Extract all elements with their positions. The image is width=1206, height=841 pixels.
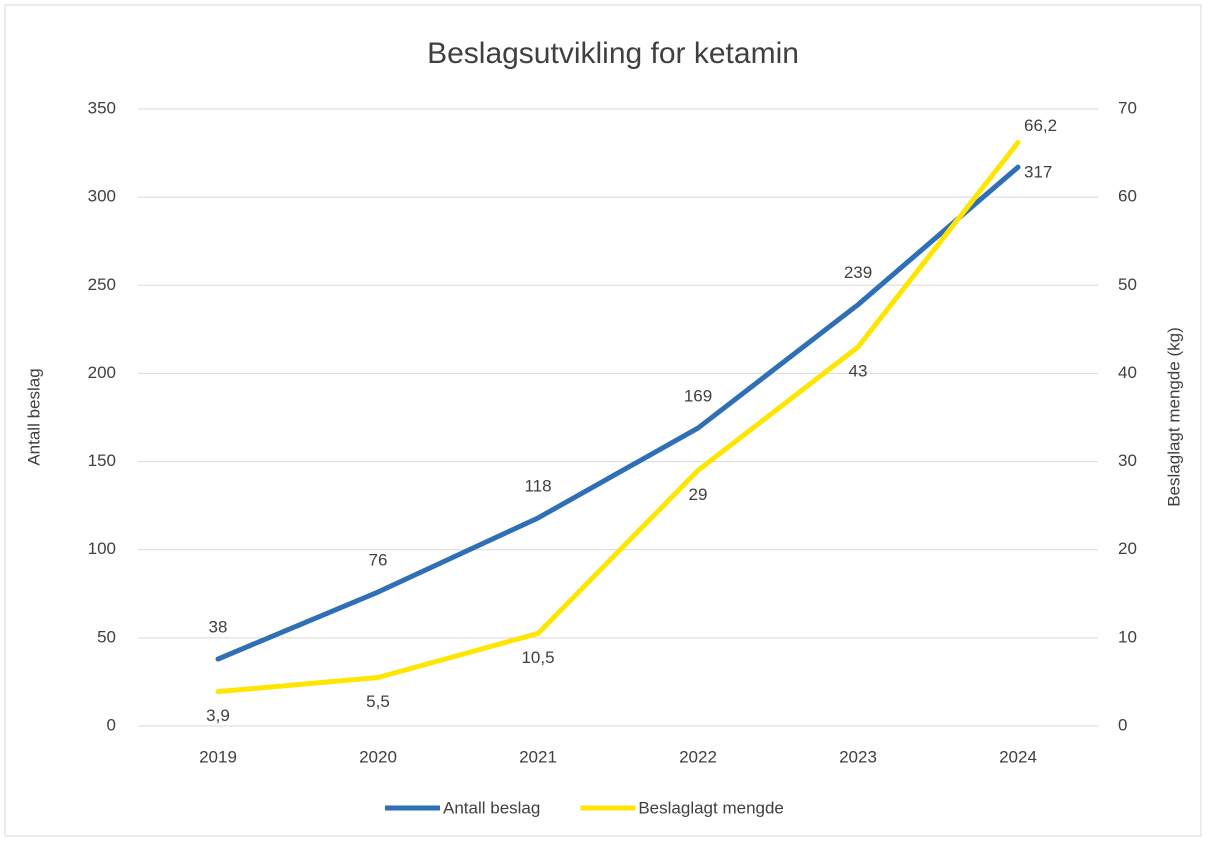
data-label: 43 [849, 361, 868, 380]
y-tick-label: 0 [107, 715, 116, 734]
x-tick-label: 2023 [839, 747, 877, 766]
data-label: 317 [1024, 163, 1052, 182]
y-tick-label: 100 [88, 539, 116, 558]
chart-title: Beslagsutvikling for ketamin [427, 37, 799, 70]
y2-tick-label: 40 [1118, 363, 1137, 382]
y-tick-label: 250 [88, 275, 116, 294]
series-line [215, 139, 1021, 695]
y-tick-label: 50 [97, 627, 116, 646]
y2-tick-label: 60 [1118, 187, 1137, 206]
data-label: 5,5 [366, 692, 390, 711]
y2-tick-label: 50 [1118, 275, 1137, 294]
y-tick-label: 200 [88, 363, 116, 382]
data-label: 3,9 [206, 706, 230, 725]
series-line [215, 164, 1021, 662]
data-label: 38 [209, 617, 228, 636]
y2-axis-title: Beslaglagt mengde (kg) [1164, 327, 1183, 507]
data-label: 76 [369, 551, 388, 570]
x-tick-label: 2021 [519, 747, 557, 766]
data-label: 118 [524, 476, 551, 495]
legend-label: Antall beslag [443, 798, 540, 817]
data-label: 66,2 [1024, 116, 1057, 135]
y-tick-label: 300 [88, 187, 116, 206]
x-tick-label: 2019 [199, 747, 237, 766]
y-tick-label: 150 [88, 451, 116, 470]
x-tick-label: 2022 [679, 747, 717, 766]
y2-tick-label: 70 [1118, 98, 1137, 117]
data-label: 239 [844, 263, 872, 282]
data-label: 29 [689, 485, 708, 504]
y-axis-title: Antall beslag [24, 368, 43, 465]
y2-tick-label: 20 [1118, 539, 1137, 558]
legend-label: Beslaglagt mengde [638, 798, 784, 817]
y2-tick-label: 10 [1118, 627, 1137, 646]
x-tick-label: 2020 [359, 747, 397, 766]
data-label: 169 [684, 387, 712, 406]
y2-tick-label: 30 [1118, 451, 1137, 470]
x-tick-label: 2024 [999, 747, 1037, 766]
y-tick-label: 350 [88, 98, 116, 117]
chart-frame [4, 4, 1202, 837]
data-label: 10,5 [521, 648, 554, 667]
y2-tick-label: 0 [1118, 715, 1127, 734]
